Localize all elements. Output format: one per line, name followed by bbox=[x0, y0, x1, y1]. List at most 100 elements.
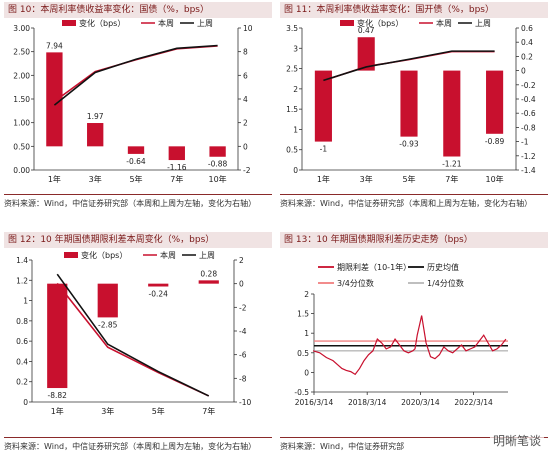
x-tick-label: 1年 bbox=[48, 174, 61, 184]
right-tick-label: -2 bbox=[243, 166, 251, 175]
left-tick-label: 0.00 bbox=[13, 166, 30, 175]
right-tick-label: 0.4 bbox=[521, 38, 533, 47]
x-tick-label: 5年 bbox=[129, 174, 142, 184]
data-label: -1.21 bbox=[442, 160, 462, 169]
left-tick-label: 3.00 bbox=[13, 24, 30, 33]
chart-source: 资料来源：Wind，中信证券研究部（本周和上周为左轴，变化为右轴） bbox=[4, 194, 272, 209]
series-line bbox=[57, 274, 209, 396]
x-tick-label: 3年 bbox=[89, 174, 102, 184]
right-tick-label: 0 bbox=[243, 142, 248, 151]
left-tick-label: 3.5 bbox=[286, 24, 298, 33]
legend-swatch bbox=[64, 252, 78, 258]
right-tick-label: -4 bbox=[239, 327, 247, 336]
legend-label: 上周 bbox=[199, 251, 215, 260]
bar bbox=[169, 146, 185, 160]
left-tick-label: 2 bbox=[293, 85, 298, 94]
series-line bbox=[313, 316, 506, 375]
x-tick-label: 3年 bbox=[360, 174, 373, 184]
data-label: -0.88 bbox=[208, 160, 228, 169]
y-tick-label: 0.5 bbox=[297, 349, 309, 358]
data-label: 0.28 bbox=[200, 269, 217, 278]
series-line bbox=[57, 283, 209, 396]
data-label: -0.89 bbox=[485, 137, 505, 146]
right-tick-label: -0.2 bbox=[521, 81, 536, 90]
right-tick-label: -0.6 bbox=[521, 109, 536, 118]
legend-label: 变化（bps） bbox=[357, 18, 403, 28]
right-tick-label: 6 bbox=[243, 71, 248, 80]
right-tick-label: 2 bbox=[243, 119, 248, 128]
data-label: -0.64 bbox=[126, 157, 146, 166]
left-tick-label: 3 bbox=[293, 44, 298, 53]
data-label: -8.82 bbox=[48, 391, 68, 400]
x-tick-label: 1年 bbox=[51, 406, 64, 416]
x-tick-label: 5年 bbox=[402, 174, 415, 184]
legend-label: 期限利差（10-1年） bbox=[337, 262, 411, 272]
bar bbox=[209, 146, 225, 156]
data-label: -1.16 bbox=[167, 163, 187, 172]
legend-label: 上周 bbox=[475, 19, 491, 28]
left-tick-label: 1 bbox=[293, 125, 298, 134]
right-tick-label: 8 bbox=[243, 48, 248, 57]
right-tick-label: -1.2 bbox=[521, 152, 536, 161]
chart-source: 资料来源：Wind，中信证券研究部（本周和上周为左轴，变化为右轴） bbox=[4, 437, 272, 452]
bar bbox=[47, 284, 67, 388]
right-tick-label: -2 bbox=[239, 303, 247, 312]
left-tick-label: 1.50 bbox=[13, 95, 30, 104]
data-label: 7.94 bbox=[46, 41, 63, 50]
series-line bbox=[54, 46, 217, 106]
legend-swatch bbox=[340, 20, 354, 26]
bar bbox=[87, 123, 103, 146]
left-tick-label: 2.00 bbox=[13, 71, 30, 80]
right-tick-label: -1.4 bbox=[521, 166, 536, 175]
legend-swatch bbox=[62, 20, 76, 26]
legend-label: 本周 bbox=[158, 18, 174, 28]
bar bbox=[400, 71, 417, 137]
x-tick-label: 7年 bbox=[202, 406, 215, 416]
x-tick-label: 2018/3/14 bbox=[348, 398, 387, 407]
right-tick-label: 0 bbox=[239, 280, 244, 289]
left-tick-label: 0.2 bbox=[16, 378, 28, 387]
left-tick-label: 0 bbox=[23, 398, 28, 407]
right-tick-label: 0.6 bbox=[521, 24, 533, 33]
legend-label: 本周 bbox=[160, 250, 176, 260]
y-tick-label: -0.5 bbox=[294, 388, 309, 397]
left-tick-label: 0.6 bbox=[16, 337, 28, 346]
left-tick-label: 2.50 bbox=[13, 48, 30, 57]
y-tick-label: 2 bbox=[304, 290, 309, 299]
bar bbox=[98, 284, 118, 318]
watermark: 明晰笔谈 bbox=[490, 431, 544, 450]
left-tick-label: 0 bbox=[293, 166, 298, 175]
left-tick-label: 1.4 bbox=[16, 256, 28, 265]
bar bbox=[148, 284, 168, 287]
right-tick-label: 10 bbox=[243, 24, 253, 33]
left-tick-label: 0.5 bbox=[286, 146, 298, 155]
y-tick-label: 0 bbox=[304, 368, 309, 377]
chart-source: 资料来源：Wind，中信证券研究部（本周和上周为左轴，变化为右轴） bbox=[280, 194, 548, 209]
x-tick-label: 10年 bbox=[486, 174, 504, 184]
x-tick-label: 3年 bbox=[101, 406, 114, 416]
legend-label: 变化（bps） bbox=[81, 250, 127, 260]
bar bbox=[486, 71, 503, 134]
right-tick-label: 2 bbox=[239, 256, 244, 265]
x-tick-label: 5年 bbox=[152, 406, 165, 416]
legend-label: 3/4分位数 bbox=[337, 278, 374, 288]
legend-label: 上周 bbox=[197, 19, 213, 28]
data-label: -0.24 bbox=[149, 290, 169, 299]
bar bbox=[443, 71, 460, 157]
legend-label: 本周 bbox=[436, 18, 452, 28]
data-label: -0.93 bbox=[399, 140, 419, 149]
data-label: 1.97 bbox=[87, 112, 104, 121]
y-tick-label: 1.5 bbox=[297, 310, 309, 319]
x-tick-label: 7年 bbox=[170, 174, 183, 184]
bar bbox=[315, 71, 332, 142]
left-tick-label: 2.5 bbox=[286, 65, 298, 74]
right-tick-label: 0.2 bbox=[521, 52, 533, 61]
x-tick-label: 1年 bbox=[317, 174, 330, 184]
data-label: -1 bbox=[320, 145, 328, 154]
left-tick-label: 0.50 bbox=[13, 142, 30, 151]
